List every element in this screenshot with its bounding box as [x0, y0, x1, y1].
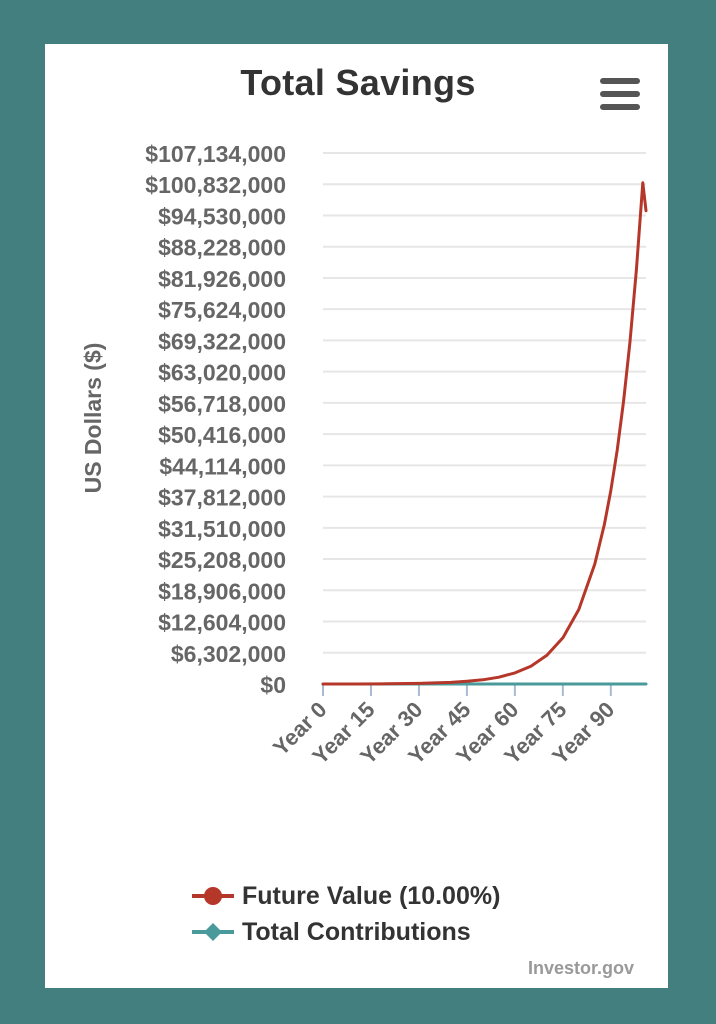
y-tick-label: $25,208,000: [158, 547, 286, 573]
legend-item-total-contributions[interactable]: Total Contributions: [190, 914, 500, 950]
y-tick-label: $75,624,000: [158, 297, 286, 323]
y-tick-label: $100,832,000: [145, 172, 286, 198]
y-tick-label: $18,906,000: [158, 578, 286, 604]
y-tick-label: $50,416,000: [158, 422, 286, 448]
legend-label-future-value: Future Value (10.00%): [242, 881, 501, 910]
legend-label-total-contributions: Total Contributions: [242, 917, 471, 946]
legend: Future Value (10.00%) Total Contribution…: [190, 878, 500, 950]
credits-link[interactable]: Investor.gov: [528, 958, 635, 978]
y-tick-label: $56,718,000: [158, 391, 286, 417]
series-line-future-value-10-00: [321, 181, 648, 686]
y-tick-label: $6,302,000: [171, 641, 286, 667]
y-tick-label: $31,510,000: [158, 516, 286, 542]
chart-card: [45, 44, 668, 988]
legend-item-future-value[interactable]: Future Value (10.00%): [190, 878, 500, 914]
legend-marker-future-value: [192, 887, 234, 905]
series-lines: [321, 181, 648, 686]
y-tick-label: $0: [260, 672, 286, 698]
y-tick-label: $94,530,000: [158, 203, 286, 229]
y-tick-label: $63,020,000: [158, 360, 286, 386]
y-tick-label: $88,228,000: [158, 235, 286, 261]
y-tick-label: $69,322,000: [158, 328, 286, 354]
chart-title: Total Savings: [240, 62, 476, 103]
hamburger-menu-icon[interactable]: [600, 78, 640, 112]
y-tick-label: $37,812,000: [158, 485, 286, 511]
y-tick-label: $81,926,000: [158, 266, 286, 292]
y-axis-title: US Dollars ($): [80, 343, 106, 494]
legend-marker-total-contributions: [192, 923, 234, 941]
y-axis-tick-labels: $0 $6,302,000 $12,604,000 $18,906,000 $25,20…: [145, 141, 286, 698]
y-tick-label: $107,134,000: [145, 141, 286, 167]
y-tick-label: $44,114,000: [159, 453, 286, 479]
y-tick-label: $12,604,000: [158, 610, 286, 636]
grid-lines: [323, 152, 646, 654]
